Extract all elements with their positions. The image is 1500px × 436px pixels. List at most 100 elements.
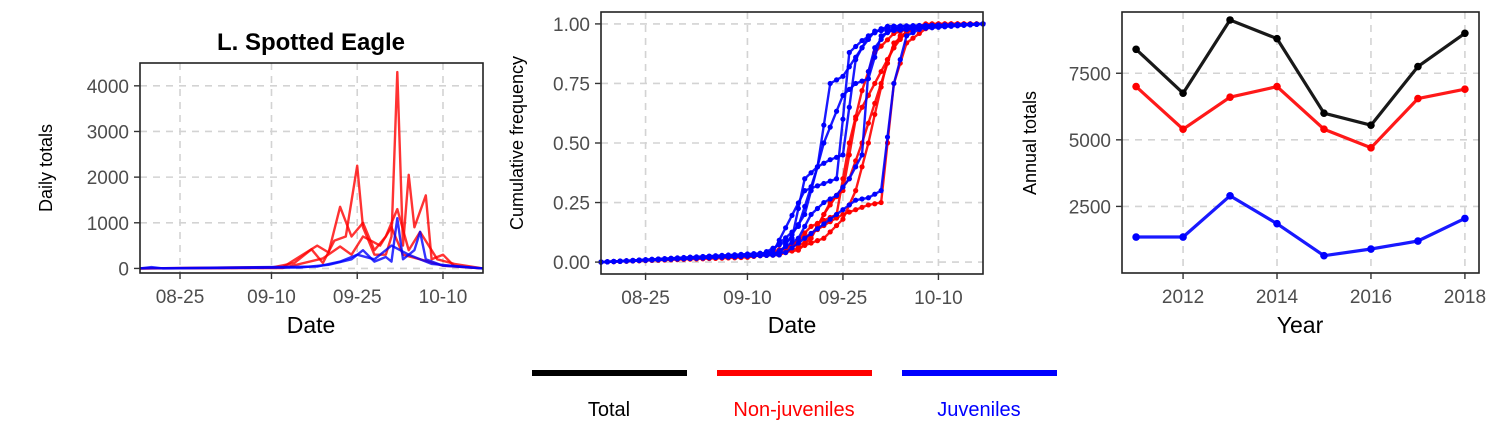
- data-point: [833, 222, 840, 229]
- data-point: [853, 54, 859, 60]
- data-point: [725, 254, 731, 260]
- data-point: [846, 49, 852, 56]
- data-point: [846, 176, 852, 182]
- series-line-non-juveniles: [139, 205, 484, 270]
- panel-daily-totals: L. Spotted Eagle 08-25 09-10 09-25 10-10 0 1…: [36, 29, 484, 338]
- data-point: [904, 23, 910, 29]
- y-axis-label: Cumulative frequency: [507, 56, 527, 230]
- x-tick-label: 10-10: [914, 288, 963, 309]
- x-tick-label: 08-25: [621, 288, 670, 309]
- data-point: [897, 23, 903, 29]
- panel-annual-totals: 2012 2014 2016 2018 2500 5000 7500 Year Annua…: [1020, 11, 1486, 338]
- data-point: [814, 220, 821, 226]
- y-axis-label: Daily totals: [36, 124, 56, 212]
- data-point: [1461, 85, 1469, 94]
- y-axis-ticks: 2500 5000 7500: [1069, 64, 1122, 218]
- data-point: [865, 140, 872, 146]
- data-point: [719, 254, 725, 260]
- data-point: [814, 205, 821, 212]
- data-point: [865, 120, 872, 126]
- plot-frame: [139, 62, 484, 274]
- x-tick-label: 10-10: [419, 287, 468, 308]
- data-point: [783, 225, 789, 231]
- x-axis-label: Date: [287, 312, 336, 338]
- data-point: [1226, 93, 1234, 102]
- data-point: [814, 183, 821, 189]
- data-point: [859, 37, 865, 44]
- data-point: [802, 235, 808, 241]
- data-point: [833, 176, 840, 182]
- data-point: [833, 77, 840, 83]
- data-point: [827, 229, 833, 235]
- y-tick-label: 4000: [87, 77, 129, 98]
- data-point: [833, 211, 840, 218]
- data-point: [1226, 16, 1234, 24]
- data-point: [795, 245, 801, 251]
- data-point: [872, 54, 878, 60]
- y-axis-ticks: 0.00 0.25 0.50 0.75 1.00: [553, 15, 601, 274]
- data-point: [814, 164, 821, 170]
- data-point: [884, 134, 891, 140]
- data-point: [1414, 62, 1422, 71]
- data-point: [611, 258, 617, 265]
- data-point: [649, 257, 655, 263]
- data-point: [833, 108, 840, 114]
- data-point: [853, 114, 859, 120]
- data-point: [814, 226, 821, 232]
- data-point: [706, 255, 712, 261]
- data-point: [853, 80, 859, 87]
- data-point: [884, 57, 891, 63]
- data-point: [827, 124, 833, 130]
- data-point: [1132, 233, 1140, 241]
- data-point: [795, 221, 801, 228]
- data-point: [916, 30, 922, 37]
- data-point: [1179, 233, 1187, 241]
- series-line-non-juveniles: [139, 70, 484, 270]
- data-point: [1461, 214, 1469, 223]
- data-point: [897, 33, 903, 39]
- data-point: [617, 258, 623, 264]
- data-point: [681, 256, 687, 262]
- data-point: [744, 253, 751, 259]
- data-point: [974, 21, 980, 27]
- data-point: [853, 188, 859, 194]
- y-tick-label: 1000: [87, 214, 129, 235]
- data-point: [1320, 109, 1328, 118]
- series-group: [139, 70, 484, 270]
- panel-title: L. Spotted Eagle: [217, 29, 405, 56]
- data-point: [878, 28, 884, 34]
- data-point: [865, 195, 872, 201]
- data-point: [821, 180, 827, 187]
- data-point: [846, 140, 852, 146]
- data-point: [961, 21, 967, 28]
- data-point: [623, 258, 630, 264]
- data-point: [840, 216, 846, 222]
- data-point: [865, 202, 872, 208]
- data-point: [770, 252, 776, 258]
- data-point: [802, 211, 808, 218]
- data-point: [808, 170, 814, 176]
- data-point: [821, 140, 827, 146]
- x-axis-label: Year: [1277, 312, 1324, 338]
- x-tick-label: 2014: [1256, 287, 1299, 308]
- data-point: [700, 255, 706, 261]
- data-point: [878, 84, 884, 90]
- data-point: [846, 209, 852, 215]
- data-point: [859, 204, 865, 210]
- data-point: [789, 245, 795, 251]
- y-tick-label: 0.75: [553, 74, 590, 95]
- data-point: [910, 30, 916, 36]
- data-point: [853, 197, 859, 203]
- data-point: [1226, 191, 1234, 200]
- data-point: [776, 252, 782, 258]
- data-point: [789, 212, 795, 219]
- data-point: [713, 254, 719, 261]
- data-point: [891, 45, 897, 51]
- data-point: [795, 240, 801, 246]
- grid: [1122, 12, 1479, 273]
- data-point: [821, 211, 827, 218]
- data-point: [808, 223, 814, 229]
- y-tick-label: 3000: [87, 122, 129, 143]
- y-tick-label: 2500: [1069, 197, 1111, 218]
